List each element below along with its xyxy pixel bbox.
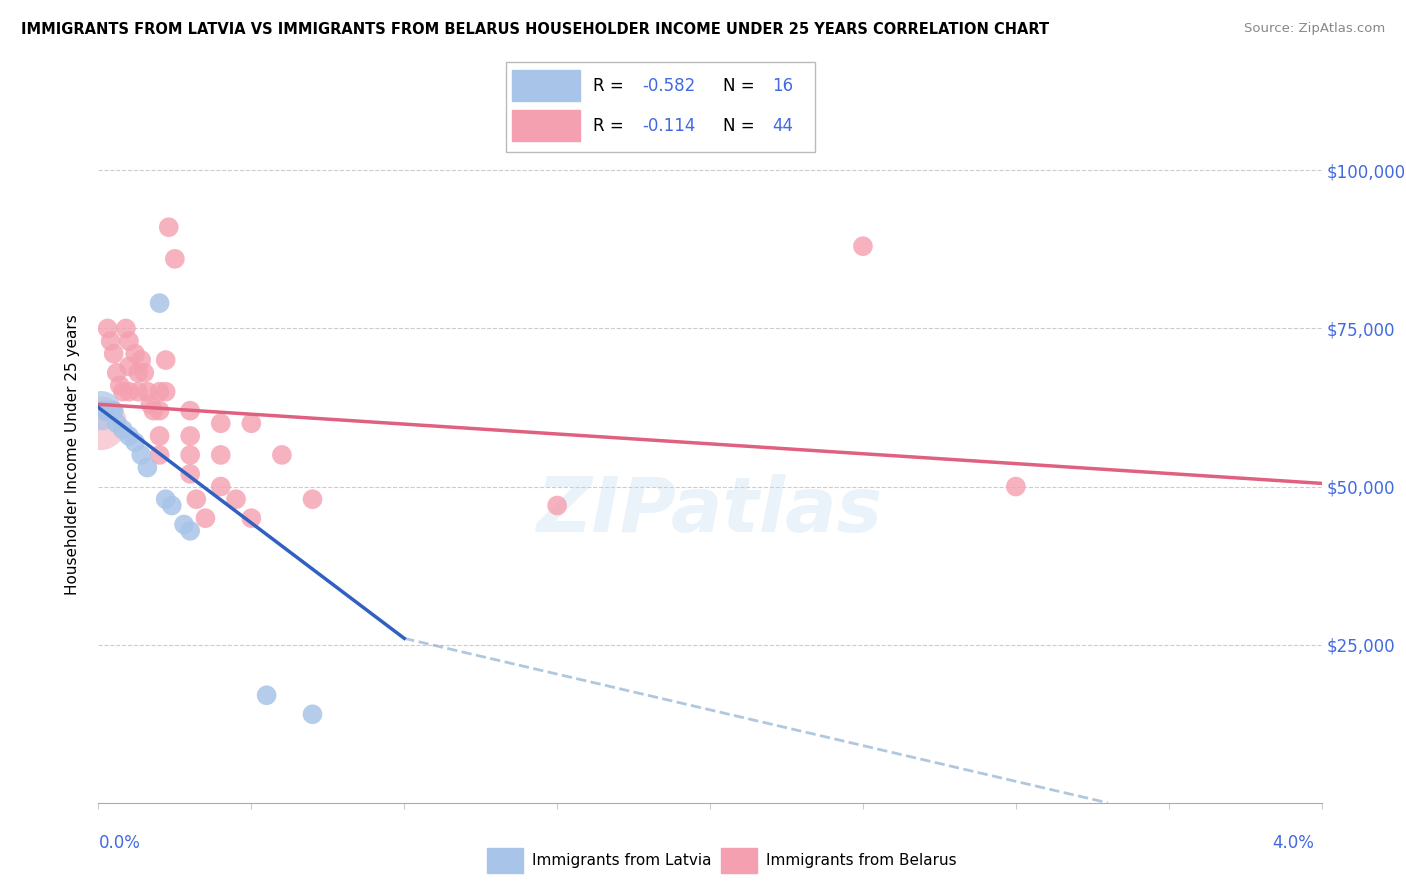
Text: -0.582: -0.582	[643, 77, 696, 95]
Point	[852, 239, 875, 253]
Text: -0.114: -0.114	[643, 117, 696, 135]
Point	[129, 353, 152, 368]
Point	[129, 448, 152, 462]
Bar	[512, 110, 581, 141]
Point	[155, 492, 177, 507]
Point	[301, 707, 323, 722]
Point	[240, 511, 263, 525]
Point	[142, 403, 165, 417]
Point	[124, 347, 146, 361]
Point	[100, 403, 122, 417]
Point	[115, 321, 138, 335]
Point	[546, 499, 568, 513]
Point	[194, 511, 217, 525]
Bar	[486, 848, 523, 873]
Point	[93, 403, 115, 417]
Point	[103, 403, 125, 417]
Bar	[512, 70, 581, 101]
Y-axis label: Householder Income Under 25 years: Householder Income Under 25 years	[65, 315, 80, 595]
Point	[134, 366, 156, 380]
Text: Source: ZipAtlas.com: Source: ZipAtlas.com	[1244, 22, 1385, 36]
FancyBboxPatch shape	[506, 62, 815, 152]
Point	[93, 403, 115, 417]
Text: N =: N =	[723, 77, 759, 95]
Point	[149, 403, 172, 417]
Point	[89, 417, 111, 431]
Point	[127, 384, 149, 399]
Point	[157, 220, 180, 235]
Point	[149, 429, 172, 443]
Point	[118, 429, 141, 443]
Point	[155, 353, 177, 368]
Text: 44: 44	[772, 117, 793, 135]
Point	[136, 384, 159, 399]
Point	[100, 334, 122, 348]
Point	[105, 366, 128, 380]
Point	[186, 492, 208, 507]
Point	[90, 403, 112, 417]
Text: 16: 16	[772, 77, 793, 95]
Point	[149, 296, 172, 310]
Point	[149, 448, 172, 462]
Point	[111, 423, 134, 437]
Point	[256, 688, 278, 702]
Point	[118, 384, 141, 399]
Point	[105, 417, 128, 431]
Point	[240, 417, 263, 431]
Point	[163, 252, 186, 266]
Point	[111, 384, 134, 399]
Point	[209, 417, 232, 431]
Point	[118, 359, 141, 374]
Point	[118, 334, 141, 348]
Point	[108, 378, 131, 392]
Point	[179, 403, 201, 417]
Point	[179, 429, 201, 443]
Point	[209, 448, 232, 462]
Point	[136, 460, 159, 475]
Bar	[721, 848, 756, 873]
Text: 0.0%: 0.0%	[98, 834, 141, 852]
Text: R =: R =	[593, 77, 628, 95]
Point	[301, 492, 323, 507]
Text: 4.0%: 4.0%	[1272, 834, 1315, 852]
Text: N =: N =	[723, 117, 759, 135]
Text: R =: R =	[593, 117, 628, 135]
Text: IMMIGRANTS FROM LATVIA VS IMMIGRANTS FROM BELARUS HOUSEHOLDER INCOME UNDER 25 YE: IMMIGRANTS FROM LATVIA VS IMMIGRANTS FRO…	[21, 22, 1049, 37]
Point	[225, 492, 247, 507]
Text: Immigrants from Latvia: Immigrants from Latvia	[531, 854, 711, 868]
Point	[149, 384, 172, 399]
Text: Immigrants from Belarus: Immigrants from Belarus	[766, 854, 956, 868]
Point	[97, 321, 120, 335]
Point	[270, 448, 294, 462]
Text: ZIPatlas: ZIPatlas	[537, 474, 883, 548]
Point	[179, 448, 201, 462]
Point	[179, 467, 201, 481]
Point	[160, 499, 183, 513]
Point	[179, 524, 201, 538]
Point	[127, 366, 149, 380]
Point	[139, 397, 162, 411]
Point	[209, 479, 232, 493]
Point	[103, 347, 125, 361]
Point	[173, 517, 195, 532]
Point	[155, 384, 177, 399]
Point	[1004, 479, 1026, 493]
Point	[124, 435, 146, 450]
